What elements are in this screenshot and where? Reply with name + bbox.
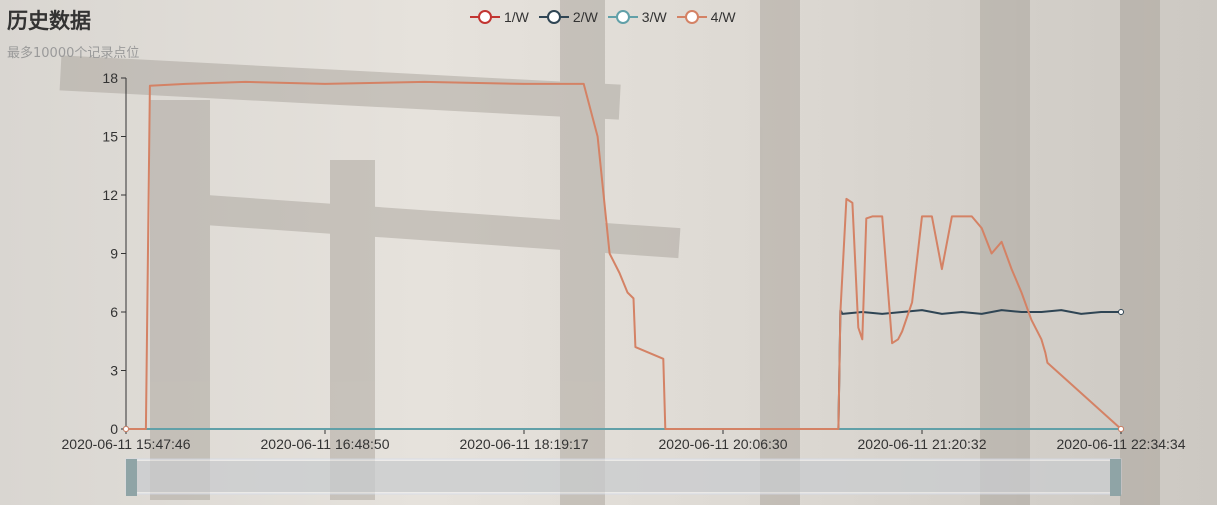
chart-title: 历史数据 bbox=[7, 9, 91, 33]
x-tick-label: 2020-06-11 18:19:17 bbox=[460, 436, 589, 452]
y-tick-label: 15 bbox=[102, 129, 118, 145]
zoom-slider-right-handle[interactable] bbox=[1110, 459, 1121, 496]
zoom-slider-left-handle[interactable] bbox=[126, 459, 137, 496]
chart-subtitle: 最多10000个记录点位 bbox=[7, 46, 140, 61]
x-tick-label: 2020-06-11 22:34:34 bbox=[1057, 436, 1186, 452]
series-point bbox=[123, 426, 129, 432]
legend-line-circle-icon bbox=[676, 10, 707, 24]
y-tick-label: 18 bbox=[102, 70, 118, 86]
legend-label: 2/W bbox=[572, 9, 598, 25]
y-tick-label: 3 bbox=[110, 363, 118, 379]
zoom-slider-window[interactable] bbox=[134, 461, 1113, 492]
legend-item-3-w[interactable]: 3/W bbox=[607, 9, 667, 25]
series-point bbox=[1118, 426, 1124, 432]
legend: 1/W 2/W 3/W 4/W bbox=[470, 7, 736, 27]
legend-line-circle-icon bbox=[607, 10, 638, 24]
series-point bbox=[1118, 309, 1124, 315]
series-line-2-w bbox=[126, 309, 1121, 430]
legend-item-2-w[interactable]: 2/W bbox=[538, 9, 598, 25]
x-tick-label: 2020-06-11 21:20:32 bbox=[858, 436, 987, 452]
legend-line-circle-icon bbox=[538, 10, 569, 24]
legend-label: 4/W bbox=[710, 9, 736, 25]
legend-label: 3/W bbox=[641, 9, 667, 25]
legend-label: 1/W bbox=[504, 9, 529, 25]
y-tick-label: 9 bbox=[110, 246, 118, 262]
x-tick-label: 2020-06-11 15:47:46 bbox=[62, 436, 191, 452]
legend-line-circle-icon bbox=[470, 10, 500, 24]
x-tick-label: 2020-06-11 16:48:50 bbox=[261, 436, 390, 452]
legend-item-4-w[interactable]: 4/W bbox=[676, 9, 736, 25]
y-tick-label: 12 bbox=[102, 187, 118, 203]
y-tick-label: 6 bbox=[110, 304, 118, 320]
y-tick-label: 0 bbox=[110, 421, 118, 437]
legend-item-1-w[interactable]: 1/W bbox=[470, 9, 529, 25]
zoom-slider-track[interactable] bbox=[125, 458, 1122, 495]
x-tick-label: 2020-06-11 20:06:30 bbox=[659, 436, 788, 452]
series-line-4-w bbox=[126, 80, 1122, 430]
